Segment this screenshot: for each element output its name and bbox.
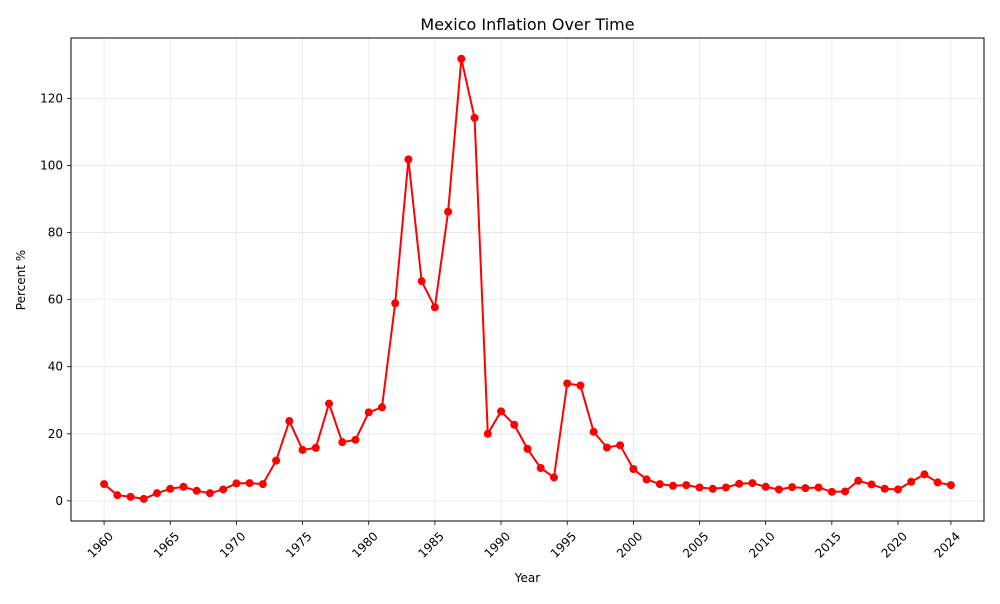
x-tick-label: 2015 xyxy=(812,529,843,560)
data-point xyxy=(682,481,691,490)
data-point xyxy=(655,480,664,489)
series-line xyxy=(103,57,952,500)
y-tick-label: 40 xyxy=(48,360,63,374)
data-point xyxy=(298,445,307,454)
data-point xyxy=(589,427,598,436)
data-point xyxy=(351,435,360,444)
data-point xyxy=(232,479,241,488)
data-point xyxy=(721,483,730,492)
data-point xyxy=(417,277,426,286)
data-point xyxy=(139,494,148,503)
y-tick-label: 80 xyxy=(48,226,63,240)
data-point xyxy=(338,438,347,447)
data-point xyxy=(272,456,281,465)
data-point xyxy=(245,479,254,488)
data-point xyxy=(814,483,823,492)
data-point xyxy=(629,465,638,474)
y-tick-label: 20 xyxy=(48,427,63,441)
data-point xyxy=(827,487,836,496)
data-point xyxy=(774,485,783,494)
data-point xyxy=(153,489,162,498)
data-point xyxy=(364,408,373,417)
data-point xyxy=(444,207,453,216)
x-tick-label: 1985 xyxy=(415,529,446,560)
data-point xyxy=(430,303,439,312)
x-tick-label: 2020 xyxy=(879,529,910,560)
data-point xyxy=(563,379,572,388)
data-point xyxy=(258,480,267,489)
data-point xyxy=(708,484,717,493)
data-point xyxy=(457,54,466,63)
data-point xyxy=(311,443,320,452)
data-point xyxy=(470,113,479,122)
data-point xyxy=(497,407,506,416)
y-axis-label: Percent % xyxy=(14,250,28,310)
x-tick-label: 1970 xyxy=(217,529,248,560)
data-point xyxy=(523,444,532,453)
data-point xyxy=(391,299,400,308)
data-point xyxy=(616,441,625,450)
data-point xyxy=(576,381,585,390)
x-tick-label: 1995 xyxy=(548,529,579,560)
data-point xyxy=(788,483,797,492)
data-point xyxy=(192,486,201,495)
x-tick-label: 2005 xyxy=(680,529,711,560)
data-point xyxy=(841,487,850,496)
data-point xyxy=(113,491,122,500)
data-point xyxy=(669,481,678,490)
x-axis-label: Year xyxy=(514,571,540,585)
data-point xyxy=(219,485,228,494)
data-point xyxy=(377,403,386,412)
data-point xyxy=(761,482,770,491)
data-point xyxy=(867,480,876,489)
data-point xyxy=(100,480,109,489)
data-point xyxy=(893,485,902,494)
x-tick-label: 2010 xyxy=(746,529,777,560)
data-point xyxy=(801,484,810,493)
data-point xyxy=(854,476,863,485)
y-tick-label: 120 xyxy=(40,91,63,105)
x-tick-label: 1975 xyxy=(283,529,314,560)
data-point xyxy=(166,484,175,493)
series-layer xyxy=(100,54,955,503)
data-point xyxy=(179,482,188,491)
data-point xyxy=(695,483,704,492)
data-point xyxy=(404,155,413,164)
data-point xyxy=(549,473,558,482)
y-axis-ticks: 0 20 40 60 80 100 120 xyxy=(40,91,71,508)
x-tick-label: 2024 xyxy=(931,529,962,560)
y-tick-label: 100 xyxy=(40,158,63,172)
data-point xyxy=(510,420,519,429)
plot-frame xyxy=(70,37,985,522)
y-tick-label: 60 xyxy=(48,293,63,307)
data-point xyxy=(748,479,757,488)
data-point xyxy=(946,481,955,490)
y-tick-label: 0 xyxy=(55,494,63,508)
data-point xyxy=(205,489,214,498)
grid-lines xyxy=(71,38,984,521)
data-point xyxy=(325,399,334,408)
data-point xyxy=(126,492,135,501)
data-point xyxy=(483,429,492,438)
data-point xyxy=(642,475,651,484)
x-tick-label: 1965 xyxy=(151,529,182,560)
data-point xyxy=(285,417,294,426)
x-tick-label: 2000 xyxy=(614,529,645,560)
chart-title: Mexico Inflation Over Time xyxy=(420,15,634,34)
data-point xyxy=(907,477,916,486)
data-point xyxy=(933,478,942,487)
x-tick-label: 1990 xyxy=(482,529,513,560)
x-tick-label: 1980 xyxy=(349,529,380,560)
data-point xyxy=(536,464,545,472)
data-point xyxy=(735,479,744,488)
x-tick-label: 1960 xyxy=(85,529,116,560)
x-axis-ticks: 1960 1965 1970 1975 1980 1985 1990 1995 2000 2005… xyxy=(85,521,963,561)
data-point xyxy=(920,470,929,479)
data-point xyxy=(602,443,611,452)
data-point xyxy=(880,484,889,493)
